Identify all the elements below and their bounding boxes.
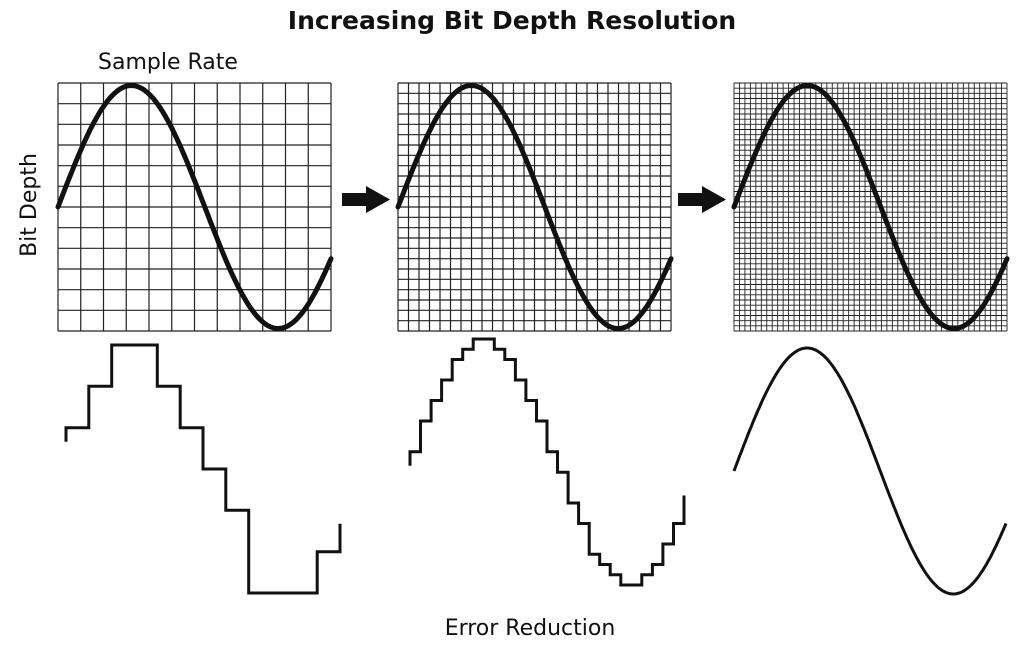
sine-wave-grid-3 bbox=[731, 82, 1010, 332]
stepped-waveform-coarse bbox=[64, 343, 342, 595]
error-reduction-label: Error Reduction bbox=[444, 616, 616, 641]
smooth-waveform bbox=[732, 346, 1008, 596]
arrow-right-icon bbox=[678, 186, 726, 213]
sine-wave-grid-2 bbox=[395, 82, 674, 332]
page-title: Increasing Bit Depth Resolution bbox=[287, 6, 737, 35]
grid-panel-1 bbox=[55, 82, 334, 332]
arrow-right-icon bbox=[342, 186, 390, 213]
grid-lines-3 bbox=[733, 82, 1008, 332]
grid-panel-2 bbox=[395, 82, 674, 332]
stepped-waveform-fine bbox=[408, 337, 686, 587]
grid-panel-3 bbox=[731, 82, 1010, 332]
grid-lines-1 bbox=[57, 82, 332, 332]
grid-lines-2 bbox=[397, 82, 672, 332]
sample-rate-label: Sample Rate bbox=[98, 50, 238, 75]
sine-wave-grid-1 bbox=[55, 82, 334, 332]
